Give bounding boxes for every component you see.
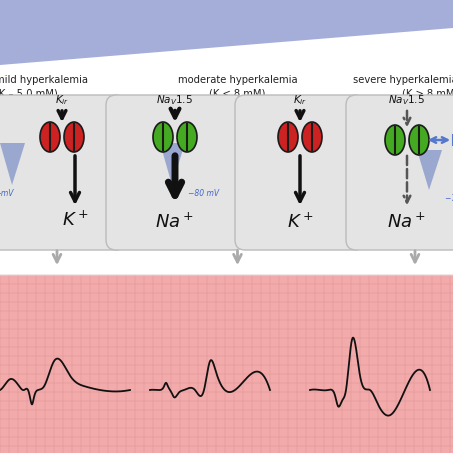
- Text: −70 mV: −70 mV: [445, 194, 453, 203]
- Text: (K > 8 mM): (K > 8 mM): [402, 88, 453, 98]
- Ellipse shape: [64, 122, 84, 152]
- Ellipse shape: [153, 122, 173, 152]
- Text: (K < 8 mM): (K < 8 mM): [209, 88, 266, 98]
- Text: $Na_V1.5$: $Na_V1.5$: [156, 93, 193, 107]
- Ellipse shape: [40, 122, 60, 152]
- Text: mild hyperkalemia: mild hyperkalemia: [0, 75, 88, 85]
- Polygon shape: [0, 0, 453, 65]
- Ellipse shape: [409, 125, 429, 155]
- Text: −80 mV: −80 mV: [188, 189, 219, 198]
- Text: moderate hyperkalemia: moderate hyperkalemia: [178, 75, 297, 85]
- Ellipse shape: [302, 122, 322, 152]
- FancyBboxPatch shape: [106, 95, 244, 250]
- Text: $K_{ir}$: $K_{ir}$: [55, 93, 69, 107]
- Ellipse shape: [385, 125, 405, 155]
- Text: –mV: –mV: [0, 189, 14, 198]
- Text: $K^+$: $K^+$: [287, 212, 313, 231]
- Bar: [0, 275, 453, 453]
- FancyBboxPatch shape: [0, 95, 126, 250]
- Polygon shape: [160, 143, 185, 185]
- Text: $Na^+$: $Na^+$: [387, 212, 427, 231]
- Polygon shape: [0, 143, 25, 185]
- Text: severe hyperkalemia: severe hyperkalemia: [353, 75, 453, 85]
- Ellipse shape: [177, 122, 197, 152]
- FancyBboxPatch shape: [235, 95, 365, 250]
- Text: $K_{ir}$: $K_{ir}$: [293, 93, 307, 107]
- Text: (K – 5.0 mM): (K – 5.0 mM): [0, 88, 58, 98]
- Text: $K^+$: $K^+$: [62, 210, 88, 230]
- FancyBboxPatch shape: [346, 95, 453, 250]
- Text: $Na^+$: $Na^+$: [155, 212, 194, 231]
- Ellipse shape: [278, 122, 298, 152]
- Polygon shape: [417, 150, 442, 190]
- Text: $Na_V1.5$: $Na_V1.5$: [389, 93, 425, 107]
